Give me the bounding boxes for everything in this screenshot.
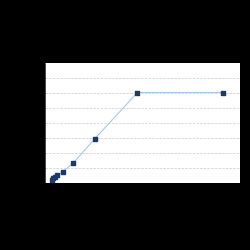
Point	[221, 90, 225, 94]
Point	[52, 174, 56, 178]
Y-axis label: OD: OD	[17, 117, 23, 128]
X-axis label: Human Solute Carrier Family 30, Member 1
Concentration (ng/ml): Human Solute Carrier Family 30, Member 1…	[74, 199, 210, 210]
Point	[60, 170, 64, 174]
Point	[55, 173, 59, 177]
Point	[92, 137, 96, 141]
Point	[51, 176, 55, 180]
Point	[50, 178, 54, 182]
Point	[135, 90, 139, 94]
Point	[71, 161, 75, 165]
